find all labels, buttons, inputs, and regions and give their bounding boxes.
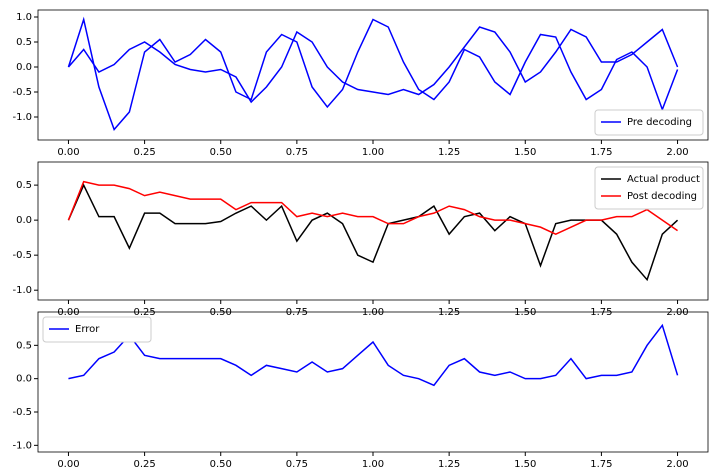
x-tick-label: 0.00: [57, 459, 79, 469]
x-tick-label: 1.50: [514, 307, 536, 318]
x-tick-label: 2.00: [666, 459, 688, 469]
y-tick-label: 0.5: [16, 37, 32, 48]
x-tick-label: 1.00: [362, 147, 384, 158]
y-tick-label: 0.0: [16, 374, 32, 385]
x-tick-label: 1.25: [438, 147, 460, 158]
x-tick-label: 0.75: [286, 147, 308, 158]
series-line: [67, 180, 678, 235]
legend-box: [42, 316, 152, 343]
series-line: [67, 183, 679, 282]
x-tick-label: 1.75: [590, 147, 612, 158]
x-tick-label: 0.75: [286, 307, 308, 318]
y-tick-label: 1.0: [16, 12, 32, 23]
series-line: [67, 26, 679, 104]
legend-box: [594, 109, 704, 136]
x-tick-label: 0.50: [210, 147, 232, 158]
y-tick-label: -1.0: [12, 112, 32, 123]
legend-box: [594, 166, 704, 210]
x-tick-label: 1.50: [514, 147, 536, 158]
x-tick-label: 1.50: [514, 459, 536, 469]
y-tick-label: -1.0: [12, 285, 32, 296]
y-tick-label: 0.5: [16, 180, 32, 191]
x-tick-label: 1.75: [590, 307, 612, 318]
y-tick-label: -0.5: [12, 250, 32, 261]
x-tick-label: 0.00: [57, 307, 79, 318]
y-tick-label: 0.5: [16, 340, 32, 351]
x-tick-label: 0.25: [133, 307, 155, 318]
x-tick-label: 0.75: [286, 459, 308, 469]
legend-label: Actual product: [627, 174, 700, 185]
x-tick-label: 1.00: [362, 307, 384, 318]
series-line: [68, 323, 679, 387]
x-tick-label: 0.25: [133, 459, 155, 469]
y-tick-label: -1.0: [12, 440, 32, 451]
legend-label: Error: [75, 324, 100, 335]
y-tick-label: -0.5: [12, 87, 32, 98]
x-tick-label: 1.25: [438, 307, 460, 318]
x-tick-label: 0.00: [57, 147, 79, 158]
legend-label: Pre decoding: [627, 117, 692, 128]
y-tick-label: 0.0: [16, 62, 32, 73]
x-tick-label: 0.50: [210, 459, 232, 469]
legend-label: Post decoding: [627, 191, 697, 202]
x-tick-label: 0.25: [133, 147, 155, 158]
x-tick-label: 0.50: [210, 307, 232, 318]
y-tick-label: 0.0: [16, 215, 32, 226]
x-tick-label: 2.00: [666, 147, 688, 158]
x-tick-label: 2.00: [666, 307, 688, 318]
x-tick-label: 1.25: [438, 459, 460, 469]
x-tick-label: 1.00: [362, 459, 384, 469]
x-tick-label: 1.75: [590, 459, 612, 469]
series-line: [67, 16, 679, 131]
y-tick-label: -0.5: [12, 407, 32, 418]
